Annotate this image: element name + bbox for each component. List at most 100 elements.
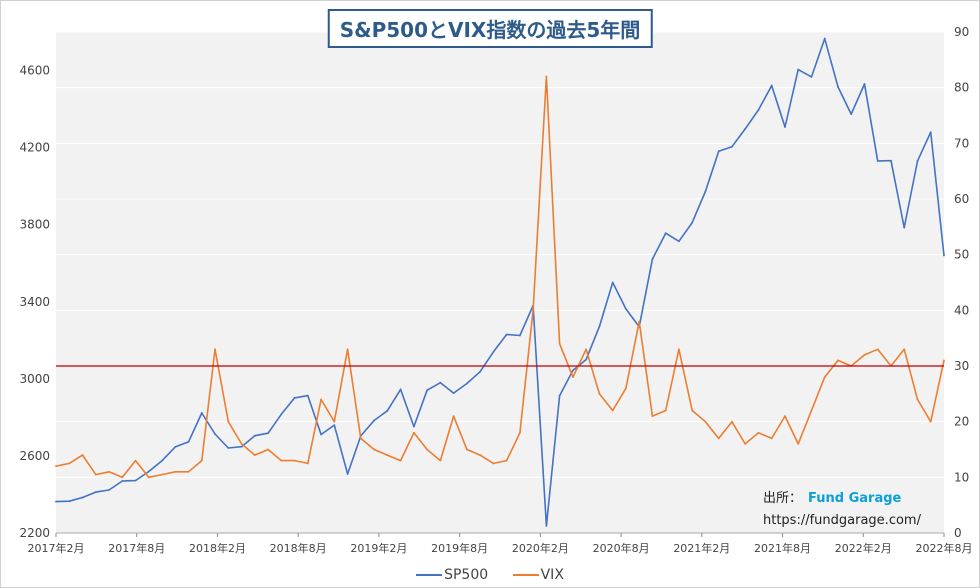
data-point-vix <box>638 320 641 323</box>
y-left-tick-label: 4200 <box>19 141 50 155</box>
y-right-tick-label: 0 <box>954 526 962 540</box>
data-point-sp500 <box>744 128 747 130</box>
data-point-vix <box>306 462 309 465</box>
data-point-sp500 <box>439 381 442 384</box>
data-point-sp500 <box>306 394 309 397</box>
x-tick-label: 2017年2月 <box>28 541 85 555</box>
data-point-sp500 <box>94 491 97 494</box>
data-point-sp500 <box>346 473 349 475</box>
data-point-vix <box>253 454 256 456</box>
series-line-vix <box>55 75 945 479</box>
series-lines <box>55 37 945 527</box>
data-point-vix <box>770 437 773 440</box>
data-point-vix <box>532 309 535 312</box>
data-point-vix <box>571 376 574 379</box>
data-point-sp500 <box>187 440 190 443</box>
data-point-vix <box>704 420 707 423</box>
data-point-sp500 <box>757 109 760 111</box>
y-right-tick-label: 10 <box>954 470 969 484</box>
x-tick-label: 2017年8月 <box>108 541 165 555</box>
data-point-vix <box>147 476 150 479</box>
data-point-sp500 <box>505 333 508 336</box>
data-point-vix <box>863 353 866 356</box>
data-point-vix <box>505 459 508 462</box>
data-point-sp500 <box>691 221 694 224</box>
data-point-vix <box>784 415 786 417</box>
data-point-vix <box>452 415 455 417</box>
data-point-vix <box>823 376 826 379</box>
data-point-vix <box>439 459 442 462</box>
data-point-vix <box>492 462 495 465</box>
data-point-sp500 <box>890 159 892 162</box>
source-credit: 出所： Fund Garage <box>763 487 901 506</box>
data-point-sp500 <box>916 160 919 163</box>
data-point-vix <box>267 448 269 451</box>
y-right-tick-label: 20 <box>954 415 969 429</box>
data-point-sp500 <box>571 369 574 372</box>
data-point-sp500 <box>837 86 839 88</box>
data-point-sp500 <box>797 68 800 71</box>
legend-item-vix: VIX <box>512 567 564 583</box>
data-point-vix <box>55 465 57 468</box>
data-point-vix <box>359 437 362 440</box>
data-point-sp500 <box>492 350 495 353</box>
data-point-vix <box>691 409 694 412</box>
data-point-vix <box>240 443 243 445</box>
data-point-vix <box>611 409 614 412</box>
y-right-tick-label: 40 <box>954 303 969 317</box>
data-point-sp500 <box>161 459 163 462</box>
y-left-tick-label: 3400 <box>19 295 50 309</box>
data-point-vix <box>346 348 349 351</box>
data-point-sp500 <box>823 37 826 40</box>
data-point-vix <box>585 348 588 351</box>
data-point-vix <box>943 359 945 362</box>
data-point-vix <box>625 387 627 390</box>
data-point-vix <box>108 470 110 473</box>
y-left-tick-label: 3000 <box>19 372 50 386</box>
data-point-vix <box>929 420 932 423</box>
series-line-sp500 <box>55 37 945 527</box>
data-point-vix <box>161 473 163 476</box>
data-point-vix <box>518 431 521 434</box>
data-point-vix <box>598 392 601 395</box>
data-point-sp500 <box>333 424 336 426</box>
data-point-vix <box>280 459 283 462</box>
y-left-tick-label: 2600 <box>19 449 50 463</box>
data-point-sp500 <box>929 131 932 134</box>
data-point-sp500 <box>293 397 296 399</box>
data-point-vix <box>757 431 760 434</box>
data-point-vix <box>479 454 482 456</box>
x-tick-label: 2019年8月 <box>431 541 488 555</box>
data-point-sp500 <box>134 479 137 482</box>
y-axis-left-ticks: 2200 2600 3000 3400 3800 4200 4600 <box>19 64 50 540</box>
x-tick-label: 2020年8月 <box>593 541 650 555</box>
data-point-sp500 <box>386 409 389 412</box>
data-point-vix <box>174 470 177 473</box>
data-point-sp500 <box>174 445 177 448</box>
data-point-vix <box>465 448 468 451</box>
data-point-vix <box>293 459 296 462</box>
data-point-sp500 <box>373 419 375 422</box>
data-point-sp500 <box>412 425 415 428</box>
source-name: Fund Garage <box>808 491 902 506</box>
legend: SP500 VIX <box>1 567 979 583</box>
data-point-vix <box>187 470 190 473</box>
data-point-sp500 <box>121 480 124 482</box>
data-point-sp500 <box>651 258 654 261</box>
data-point-sp500 <box>704 190 707 193</box>
data-point-sp500 <box>850 113 853 115</box>
legend-label-sp500: SP500 <box>444 567 489 583</box>
data-point-sp500 <box>810 75 813 78</box>
data-point-vix <box>373 448 375 451</box>
data-point-sp500 <box>426 389 429 392</box>
data-point-sp500 <box>479 370 482 373</box>
data-point-vix <box>81 454 84 456</box>
data-point-sp500 <box>253 434 256 437</box>
x-tick-label: 2020年2月 <box>512 541 569 555</box>
chart-title-box: S&P500とVIX指数の過去5年間 <box>327 9 653 48</box>
data-point-sp500 <box>108 489 110 491</box>
data-point-sp500 <box>267 432 269 435</box>
y-right-tick-label: 90 <box>954 25 969 39</box>
data-point-vix <box>333 420 336 423</box>
